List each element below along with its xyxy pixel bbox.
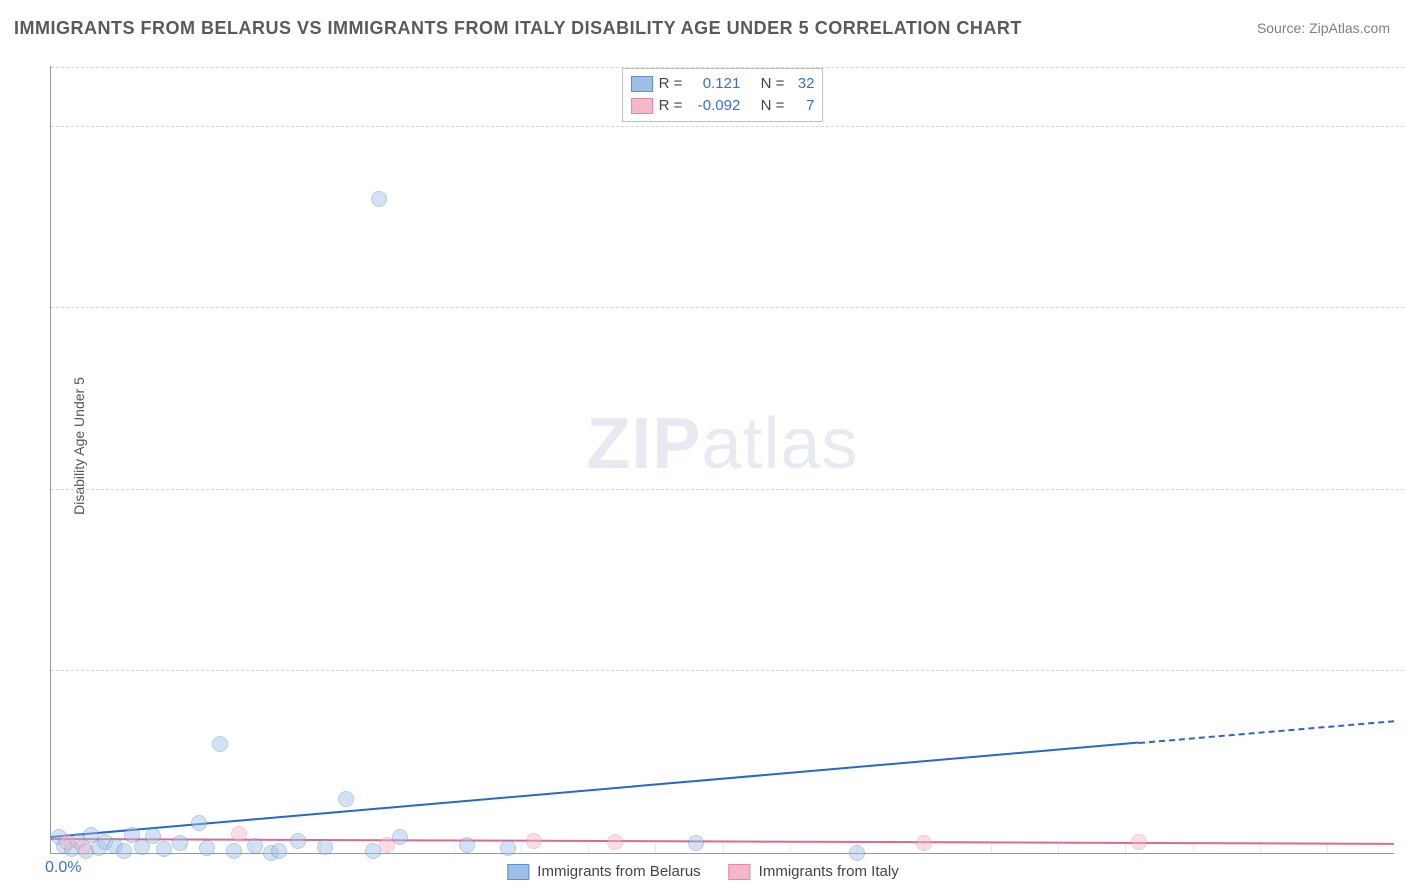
chart-area: ZIPatlas R =0.121 N =32R =-0.092 N =7 0.… xyxy=(50,66,1394,854)
data-point xyxy=(371,191,387,207)
data-point xyxy=(116,843,132,859)
data-point xyxy=(231,826,247,842)
gridline-v xyxy=(521,843,522,853)
corr-r-value: -0.092 xyxy=(688,95,740,117)
data-point xyxy=(459,837,475,853)
source-attribution: Source: ZipAtlas.com xyxy=(1257,20,1390,36)
data-point xyxy=(156,841,172,857)
legend-swatch xyxy=(729,864,751,880)
data-point xyxy=(1131,834,1147,850)
watermark-bold: ZIP xyxy=(586,404,701,484)
trend-line xyxy=(51,742,1139,838)
corr-n-label: N = xyxy=(761,95,785,117)
data-point xyxy=(379,837,395,853)
legend-item: Immigrants from Italy xyxy=(729,863,899,880)
trend-line-dash xyxy=(1139,720,1394,744)
watermark-rest: atlas xyxy=(701,404,858,484)
gridline-v xyxy=(1260,843,1261,853)
gridline-h xyxy=(51,126,1406,127)
corr-r-label: R = xyxy=(659,95,683,117)
legend-label: Immigrants from Belarus xyxy=(537,863,700,880)
corr-r-label: R = xyxy=(659,73,683,95)
gridline-h xyxy=(51,67,1406,68)
gridline-v xyxy=(454,843,455,853)
corr-r-value: 0.121 xyxy=(688,73,740,95)
gridline-h xyxy=(51,670,1406,671)
correlation-legend: R =0.121 N =32R =-0.092 N =7 xyxy=(622,68,824,122)
corr-legend-row: R =0.121 N =32 xyxy=(631,73,815,95)
gridline-v xyxy=(655,843,656,853)
data-point xyxy=(172,835,188,851)
data-point xyxy=(500,840,516,856)
gridline-v xyxy=(991,843,992,853)
data-point xyxy=(212,736,228,752)
gridline-v xyxy=(1125,843,1126,853)
data-point xyxy=(59,834,75,850)
x-origin-label: 0.0% xyxy=(45,859,81,877)
legend-swatch xyxy=(631,98,653,114)
data-point xyxy=(191,815,207,831)
chart-title: IMMIGRANTS FROM BELARUS VS IMMIGRANTS FR… xyxy=(14,18,1022,39)
watermark: ZIPatlas xyxy=(586,403,858,485)
gridline-v xyxy=(1193,843,1194,853)
data-point xyxy=(338,791,354,807)
gridline-h xyxy=(51,489,1406,490)
plot-region: ZIPatlas R =0.121 N =32R =-0.092 N =7 0.… xyxy=(50,66,1394,854)
data-point xyxy=(290,833,306,849)
data-point xyxy=(849,845,865,861)
data-point xyxy=(247,838,263,854)
gridline-v xyxy=(588,843,589,853)
data-point xyxy=(75,839,91,855)
corr-n-value: 7 xyxy=(790,95,814,117)
series-legend: Immigrants from Belarus Immigrants from I… xyxy=(507,863,898,880)
corr-n-label: N = xyxy=(761,73,785,95)
gridline-v xyxy=(723,843,724,853)
data-point xyxy=(199,840,215,856)
gridline-v xyxy=(1058,843,1059,853)
data-point xyxy=(226,843,242,859)
data-point xyxy=(317,839,333,855)
legend-item: Immigrants from Belarus xyxy=(507,863,700,880)
legend-swatch xyxy=(507,864,529,880)
data-point xyxy=(526,833,542,849)
data-point xyxy=(607,834,623,850)
corr-n-value: 32 xyxy=(790,73,814,95)
corr-legend-row: R =-0.092 N =7 xyxy=(631,95,815,117)
legend-swatch xyxy=(631,76,653,92)
data-point xyxy=(916,835,932,851)
gridline-v xyxy=(790,843,791,853)
data-point xyxy=(271,843,287,859)
gridline-h xyxy=(51,307,1406,308)
legend-label: Immigrants from Italy xyxy=(759,863,899,880)
data-point xyxy=(688,835,704,851)
